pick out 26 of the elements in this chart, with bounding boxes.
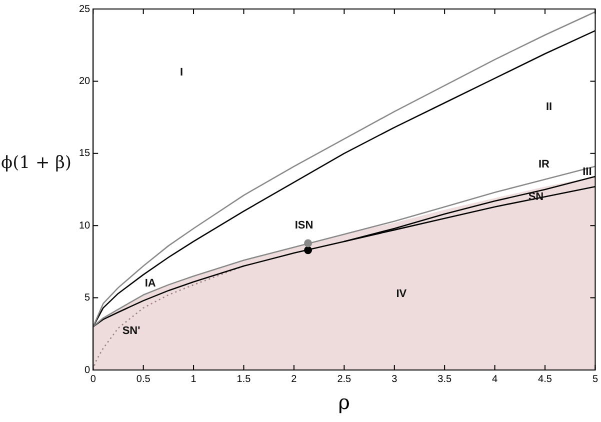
annotation: ISN [294,220,314,232]
y-tick-label: 25 [79,4,91,15]
annotation: IA [144,277,156,290]
annotation: III [582,166,592,178]
y-axis-title: ϕ(1 + β) [1,152,72,173]
x-tick-label: 3 [392,374,398,385]
x-tick-label: 2.5 [337,374,352,385]
y-tick-label: 0 [84,364,91,376]
x-tick-label: 1.5 [236,374,252,385]
annotation: IV [396,288,408,300]
x-tick-label: 1 [190,374,197,385]
y-tick-label: 15 [79,148,91,160]
annotation: IR [538,158,550,170]
x-axis-title: ρ [338,390,350,414]
annotation: SN' [122,325,141,338]
annotation: II [546,101,552,114]
x-tick-label: 4 [492,374,498,385]
x-tick-label: 3.5 [438,374,452,385]
y-tick-label: 5 [84,292,91,304]
x-tick-label: 4.5 [538,374,552,385]
annotation: I [180,66,184,79]
x-tick-label: 5 [592,374,598,385]
x-tick-label: 2 [291,374,298,385]
y-tick-label: 10 [79,220,91,232]
y-tick-label: 20 [79,76,91,87]
x-tick-label: 0.5 [136,374,151,385]
